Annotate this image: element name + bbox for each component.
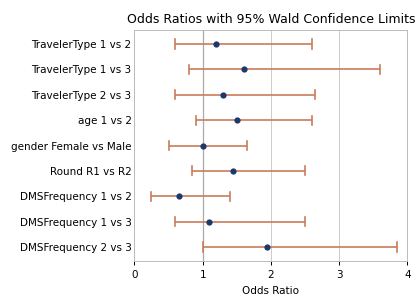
- Title: Odds Ratios with 95% Wald Confidence Limits: Odds Ratios with 95% Wald Confidence Lim…: [127, 13, 415, 26]
- X-axis label: Odds Ratio: Odds Ratio: [242, 286, 299, 296]
